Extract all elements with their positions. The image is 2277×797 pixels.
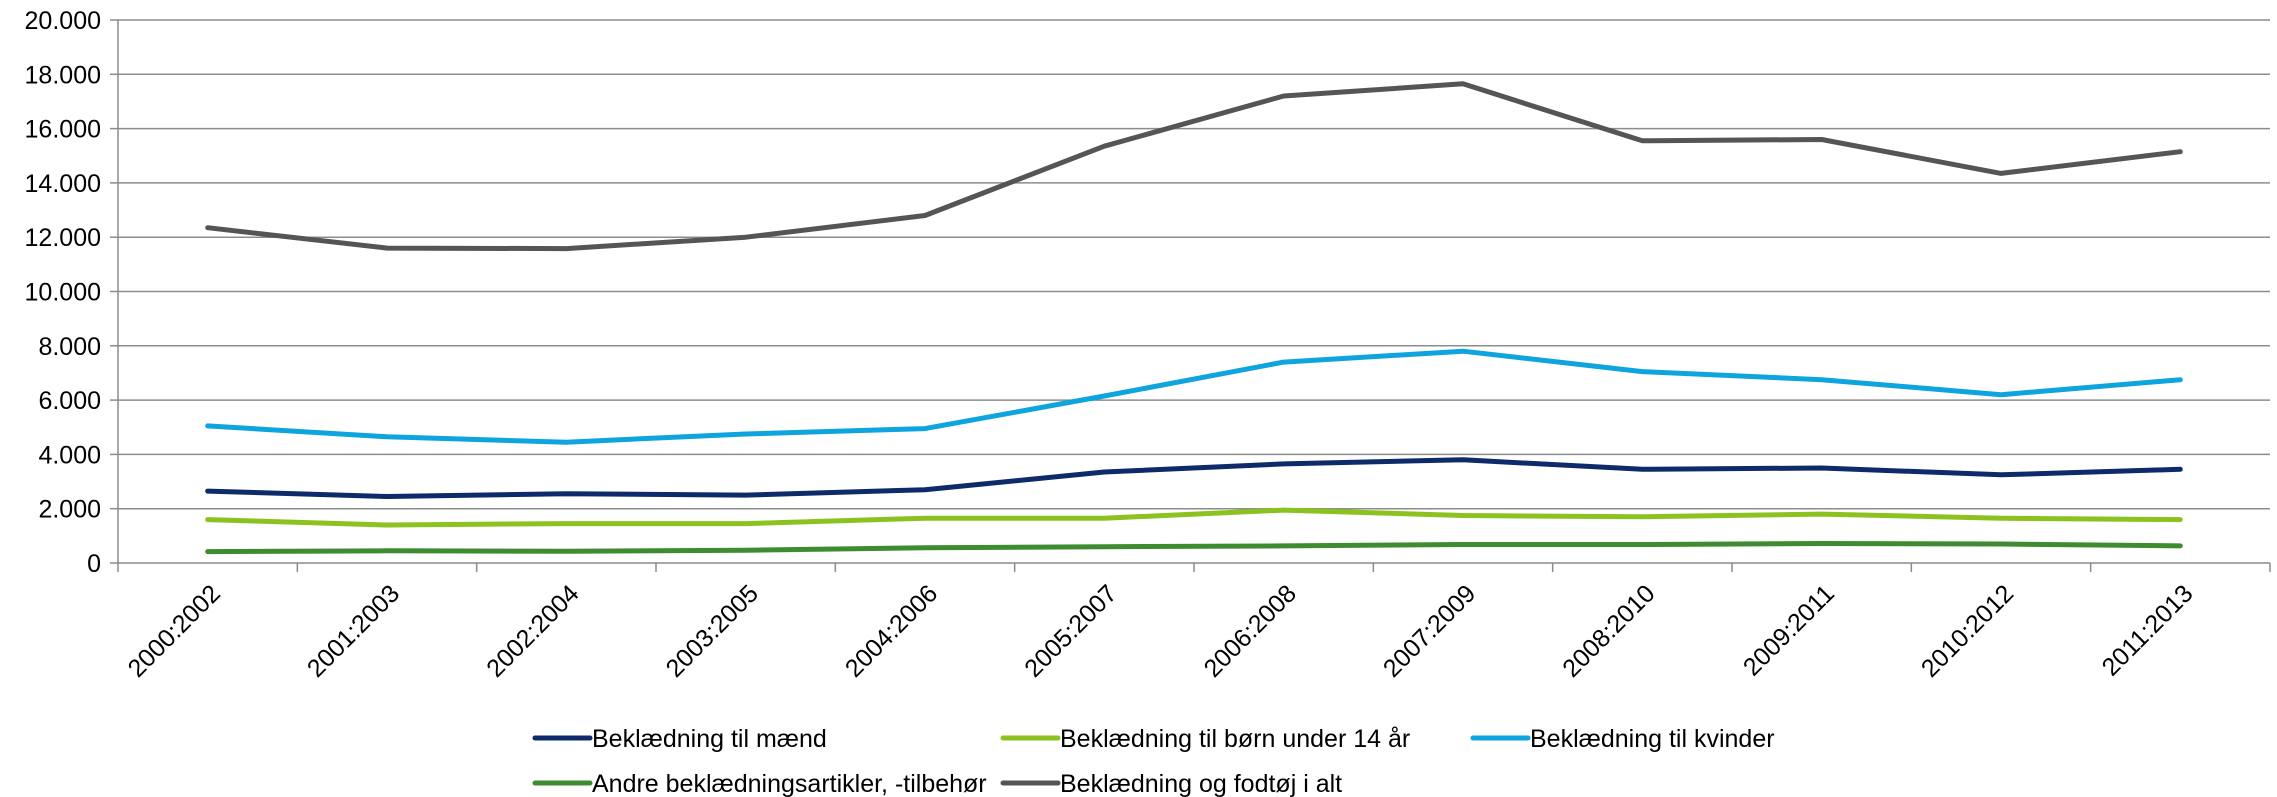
- y-tick-label: 20.000: [25, 7, 101, 35]
- x-tick-label: 2006:2008: [1199, 579, 1302, 682]
- axes: [110, 19, 2271, 572]
- x-tick-label: 2002:2004: [481, 579, 584, 682]
- legend-item: Beklædning til kvinder: [1470, 725, 1775, 753]
- y-tick-label: 0: [87, 550, 101, 578]
- series-lines: [205, 81, 2183, 555]
- x-tick-label: 2004:2006: [840, 579, 943, 682]
- legend: Beklædning til mænd Beklædning til børn u…: [532, 725, 1775, 797]
- gridlines: [118, 19, 2270, 510]
- y-tick-label: 2.000: [38, 496, 101, 524]
- legend-item: Andre beklædningsartikler, -tilbehør: [532, 770, 987, 797]
- legend-label: Beklædning til børn under 14 år: [1060, 725, 1410, 753]
- y-tick-label: 18.000: [25, 61, 101, 89]
- y-axis-tick-labels: 0 2.000 4.000 6.000 8.000 10.000 12.000 14.000 1…: [25, 7, 101, 578]
- legend-label: Beklædning til mænd: [592, 725, 827, 753]
- legend-label: Beklædning til kvinder: [1530, 725, 1775, 753]
- y-tick-label: 6.000: [38, 387, 101, 415]
- series-line-1: [205, 457, 2183, 499]
- x-axis-tick-labels: 2000:2002 2001:2003 2002:2004 2003:2005 2004…: [123, 579, 2199, 682]
- series-line-3: [205, 348, 2183, 445]
- series-line-4: [205, 541, 2183, 555]
- y-tick-label: 12.000: [25, 224, 101, 252]
- y-tick-label: 14.000: [25, 170, 101, 198]
- legend-item: Beklædning til mænd: [532, 725, 827, 753]
- x-tick-label: 2005:2007: [1019, 579, 1122, 682]
- x-tick-label: 2001:2003: [302, 579, 405, 682]
- x-tick-label: 2000:2002: [123, 579, 226, 682]
- x-tick-label: 2007:2009: [1378, 579, 1481, 682]
- x-tick-label: 2011:2013: [2097, 579, 2199, 681]
- y-tick-label: 8.000: [38, 333, 101, 361]
- x-tick-label: 2003:2005: [661, 579, 764, 682]
- x-tick-label: 2009:2011: [1738, 579, 1840, 681]
- legend-item: Beklædning til børn under 14 år: [1000, 725, 1410, 753]
- y-tick-label: 10.000: [25, 279, 101, 307]
- series-line-5: [205, 81, 2183, 252]
- y-tick-label: 16.000: [25, 116, 101, 144]
- x-tick-label: 2008:2010: [1557, 579, 1660, 682]
- legend-label: Andre beklædningsartikler, -tilbehør: [592, 770, 987, 797]
- legend-item: Beklædning og fodtøj i alt: [1000, 770, 1342, 797]
- legend-label: Beklædning og fodtøj i alt: [1060, 770, 1342, 797]
- x-tick-label: 2010:2012: [1916, 579, 2019, 682]
- series-line-2: [205, 507, 2183, 528]
- y-tick-label: 4.000: [38, 441, 101, 469]
